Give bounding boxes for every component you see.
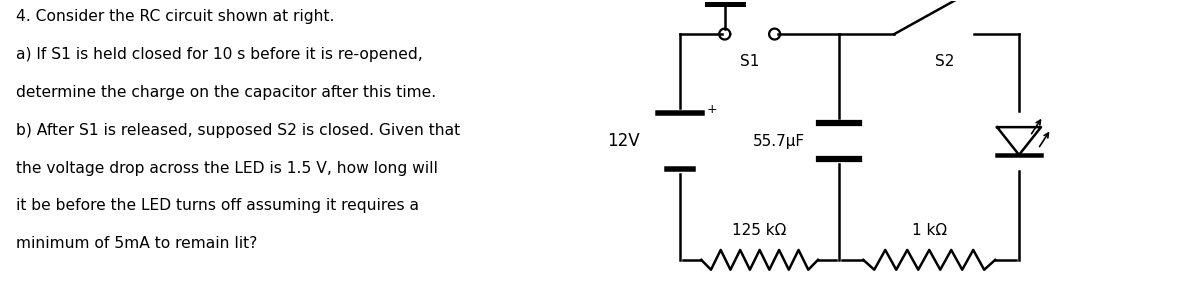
Text: a) If S1 is held closed for 10 s before it is re-opened,: a) If S1 is held closed for 10 s before … <box>16 47 422 62</box>
Text: 4. Consider the RC circuit shown at right.: 4. Consider the RC circuit shown at righ… <box>16 9 334 24</box>
Text: S2: S2 <box>935 54 954 69</box>
Text: determine the charge on the capacitor after this time.: determine the charge on the capacitor af… <box>16 85 436 100</box>
Text: b) After S1 is released, supposed S2 is closed. Given that: b) After S1 is released, supposed S2 is … <box>16 123 460 138</box>
Text: +: + <box>707 103 718 116</box>
Text: minimum of 5mA to remain lit?: minimum of 5mA to remain lit? <box>16 236 257 251</box>
Text: 12V: 12V <box>607 132 640 150</box>
Text: 1 kΩ: 1 kΩ <box>912 223 947 238</box>
Text: S1: S1 <box>740 54 760 69</box>
Text: it be before the LED turns off assuming it requires a: it be before the LED turns off assuming … <box>16 198 419 213</box>
Text: the voltage drop across the LED is 1.5 V, how long will: the voltage drop across the LED is 1.5 V… <box>16 161 438 176</box>
Text: 55.7μF: 55.7μF <box>752 134 804 149</box>
Text: 125 kΩ: 125 kΩ <box>732 223 787 238</box>
